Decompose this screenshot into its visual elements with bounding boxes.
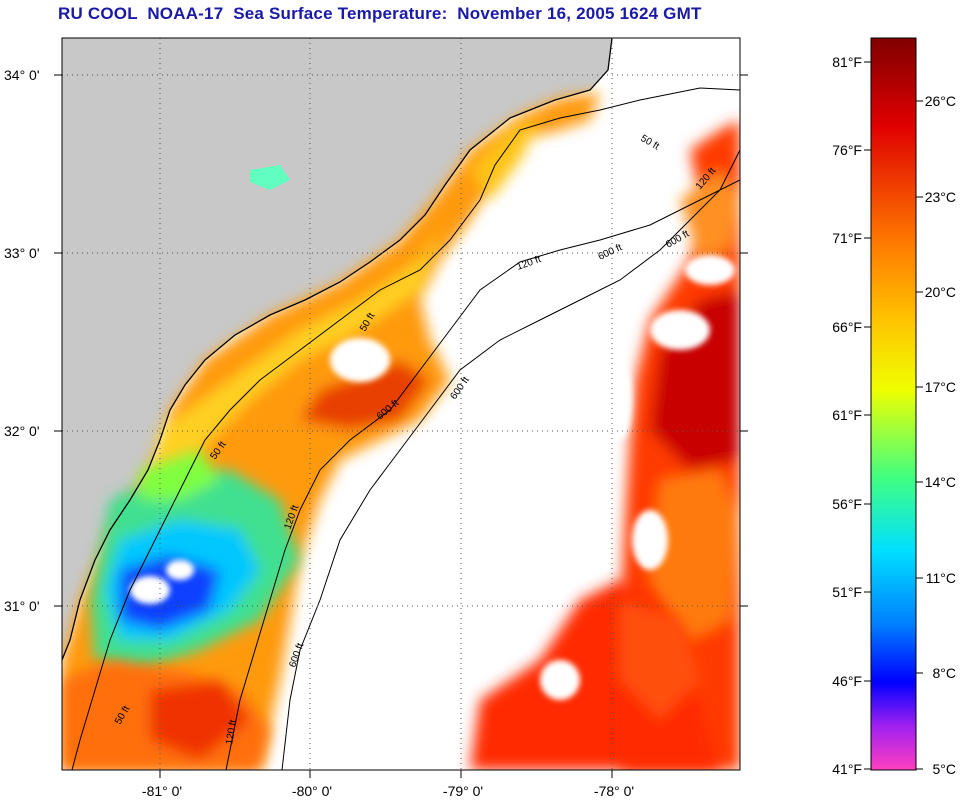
colorbar-label-c: 8°C (933, 665, 957, 681)
colorbar-label-c: 5°C (933, 761, 957, 777)
colorbar-label-f: 41°F (832, 761, 862, 777)
colorbar (870, 37, 917, 771)
bathymetry-contours (71, 87, 740, 770)
colorbar-label-f: 71°F (832, 230, 862, 246)
colorbar-ticks-f (864, 61, 871, 770)
colorbar-ticks-c (916, 100, 923, 770)
colorbar-label-c: 14°C (925, 474, 956, 490)
cloud-gaps (130, 255, 735, 700)
inland-lake-patch (250, 165, 290, 190)
map-frame (61, 37, 741, 771)
colorbar-label-c: 20°C (925, 284, 956, 300)
colorbar-label-f: 66°F (832, 319, 862, 335)
lat-tick-label: 31° 0' (4, 598, 40, 614)
lon-tick-label: -81° 0' (142, 783, 182, 799)
colorbar-label-f: 61°F (832, 407, 862, 423)
sst-cold-inshore (90, 450, 300, 670)
map-plot-area: 50 ft 120 ft 600 ft 50 ft 120 ft 600 ft … (62, 38, 740, 770)
sst-gulf-stream-south (470, 580, 720, 770)
lon-tick-label: -78° 0' (594, 783, 634, 799)
coastline (62, 38, 613, 661)
colorbar-label-c: 17°C (925, 379, 956, 395)
sst-southern-warm (62, 660, 270, 770)
colorbar-label-c: 23°C (925, 189, 956, 205)
axis-ticks (54, 74, 748, 778)
colorbar-label-f: 76°F (832, 142, 862, 158)
colorbar-label-f: 81°F (832, 54, 862, 70)
land-mass (62, 38, 612, 660)
lon-tick-label: -80° 0' (292, 783, 332, 799)
lat-tick-label: 34° 0' (4, 67, 40, 83)
colorbar-label-f: 56°F (832, 496, 862, 512)
colorbar-label-c: 11°C (926, 570, 956, 586)
lat-tick-label: 32° 0' (4, 423, 40, 439)
map-title: RU COOL NOAA-17 Sea Surface Temperature:… (58, 4, 702, 23)
lon-tick-label: -79° 0' (443, 783, 483, 799)
lat-tick-label: 33° 0' (4, 245, 40, 261)
contour-label: 120 ft (224, 719, 239, 746)
colorbar-label-f: 46°F (832, 673, 862, 689)
gridlines (62, 38, 740, 770)
colorbar-label-f: 51°F (832, 584, 862, 600)
colorbar-label-c: 26°C (925, 93, 956, 109)
